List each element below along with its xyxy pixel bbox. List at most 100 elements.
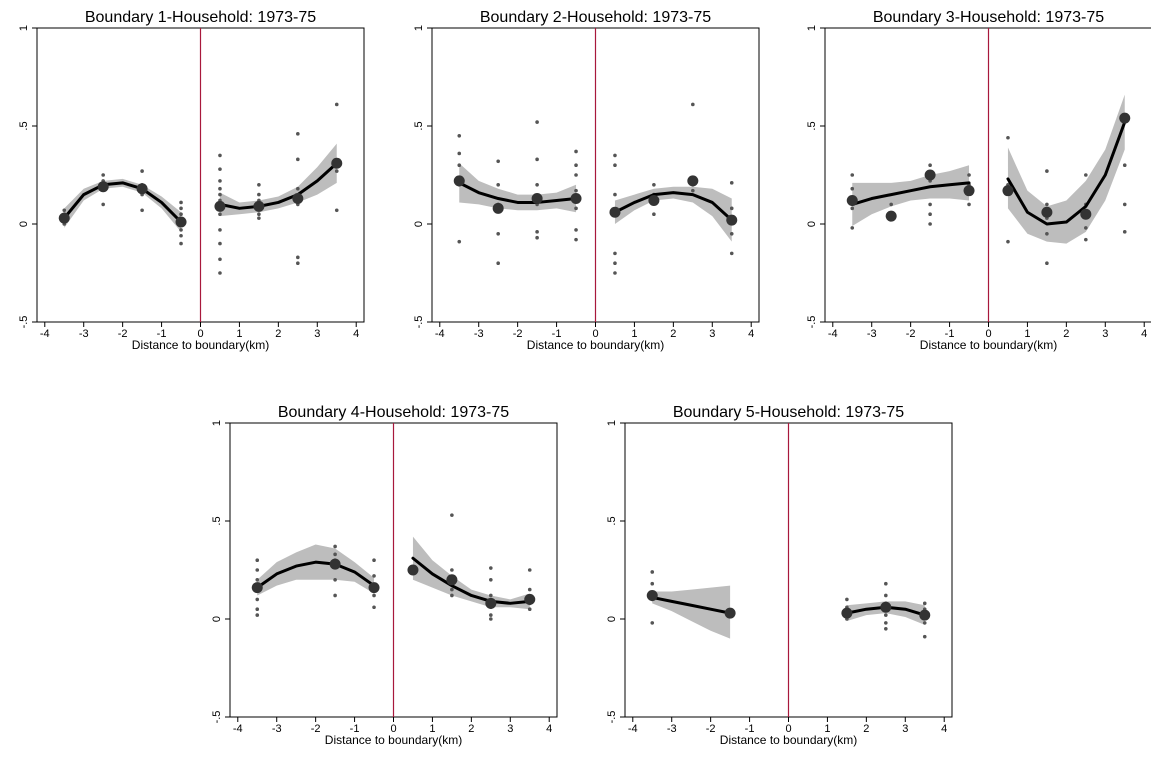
raw-point — [489, 593, 493, 598]
bin-mean-point — [1041, 206, 1053, 218]
bin-mean-point — [963, 185, 975, 197]
raw-point — [1122, 163, 1127, 167]
raw-point — [691, 188, 695, 193]
bin-mean-point — [924, 169, 936, 181]
x-tick-label: 1 — [429, 723, 435, 735]
raw-point — [450, 513, 454, 517]
raw-point — [928, 163, 932, 167]
bin-mean-point — [485, 597, 497, 609]
raw-point — [496, 159, 500, 164]
bin-mean-point — [609, 206, 621, 218]
raw-point — [255, 597, 260, 602]
x-axis-label: Distance to boundary(km) — [325, 733, 462, 747]
raw-point — [457, 239, 462, 244]
bin-mean-point — [175, 216, 187, 228]
raw-point — [527, 587, 532, 592]
x-tick-label: -1 — [945, 328, 955, 340]
confidence-band — [614, 186, 732, 242]
y-tick-label: 1 — [211, 420, 223, 426]
confidence-band — [64, 178, 182, 232]
confidence-band — [412, 536, 530, 610]
bin-mean-point — [885, 210, 897, 222]
confidence-band — [846, 601, 925, 625]
raw-point — [218, 241, 222, 246]
raw-point — [218, 186, 222, 191]
chart-title: Boundary 2-Household: 1973-75 — [480, 9, 711, 26]
bin-mean-point — [368, 582, 380, 594]
raw-point — [967, 173, 971, 177]
bin-mean-point — [253, 200, 265, 212]
bin-mean-point — [58, 212, 70, 224]
raw-point — [613, 192, 617, 197]
x-tick-label: 4 — [941, 723, 947, 735]
fit-line — [613, 191, 734, 222]
x-tick-label: 2 — [670, 328, 676, 340]
x-tick-label: -2 — [706, 723, 716, 735]
raw-point — [1084, 173, 1088, 177]
y-tick-label: 1 — [806, 25, 818, 31]
raw-point — [218, 192, 222, 197]
x-tick-label: -1 — [745, 723, 755, 735]
raw-point — [650, 581, 655, 586]
raw-point — [372, 558, 376, 562]
x-tick-label: 2 — [275, 328, 281, 340]
raw-point — [218, 228, 222, 232]
x-tick-label: 2 — [1063, 328, 1069, 340]
raw-point — [218, 153, 222, 158]
raw-point — [255, 558, 260, 562]
raw-point — [255, 578, 260, 582]
raw-point — [850, 186, 855, 191]
fit-line — [411, 556, 532, 605]
bin-mean-point — [292, 193, 304, 205]
raw-point — [255, 568, 260, 572]
x-tick-label: -3 — [667, 723, 677, 735]
raw-point — [1084, 237, 1088, 242]
bin-mean-point — [646, 589, 658, 601]
raw-point — [535, 120, 539, 124]
fit-line — [1006, 120, 1127, 226]
x-axis-label: Distance to boundary(km) — [920, 338, 1057, 352]
raw-point — [333, 593, 337, 598]
raw-point — [179, 212, 183, 216]
raw-point — [296, 132, 300, 136]
raw-point — [527, 568, 532, 572]
y-tick-label: 0 — [18, 221, 30, 227]
raw-point — [574, 237, 578, 242]
raw-point — [845, 597, 849, 602]
raw-point — [574, 163, 578, 167]
raw-point — [296, 255, 300, 260]
x-tick-label: 1 — [236, 328, 242, 340]
raw-point — [218, 212, 222, 216]
x-tick-label: 0 — [197, 328, 203, 340]
raw-point — [179, 206, 183, 211]
panel-boundary-1: Boundary 1-Household: 1973-75 -4 -3 -2 -1 0 1 2… — [18, 9, 365, 352]
raw-point — [574, 206, 578, 211]
chart-title: Boundary 1-Household: 1973-75 — [85, 9, 316, 26]
confidence-band — [219, 143, 337, 217]
y-tick-label: 1 — [606, 420, 618, 426]
bin-mean-point — [251, 582, 263, 594]
x-tick-label: 3 — [1102, 328, 1108, 340]
raw-point — [535, 230, 539, 234]
x-tick-label: 3 — [507, 723, 513, 735]
x-tick-label: -2 — [311, 723, 321, 735]
raw-point — [489, 617, 493, 621]
raw-point — [922, 621, 927, 625]
y-tick-label: -.5 — [211, 711, 223, 724]
panel-boundary-5: Boundary 5-Household: 1973-75 -4 -3 -2 -1 0 1 2… — [606, 404, 953, 747]
x-tick-label: -1 — [157, 328, 167, 340]
y-tick-label: 1 — [18, 25, 30, 31]
raw-point — [884, 627, 888, 631]
x-tick-label: -4 — [40, 328, 50, 340]
bin-mean-point — [492, 202, 504, 214]
raw-point — [1084, 226, 1088, 230]
bin-mean-point — [726, 214, 738, 226]
raw-point — [884, 621, 888, 625]
raw-point — [257, 212, 261, 216]
raw-point — [255, 613, 260, 617]
y-tick-label: 0 — [211, 616, 223, 622]
raw-point — [652, 183, 656, 187]
bin-mean-point — [1119, 112, 1131, 124]
raw-point — [652, 212, 656, 216]
bin-mean-point — [880, 601, 892, 613]
